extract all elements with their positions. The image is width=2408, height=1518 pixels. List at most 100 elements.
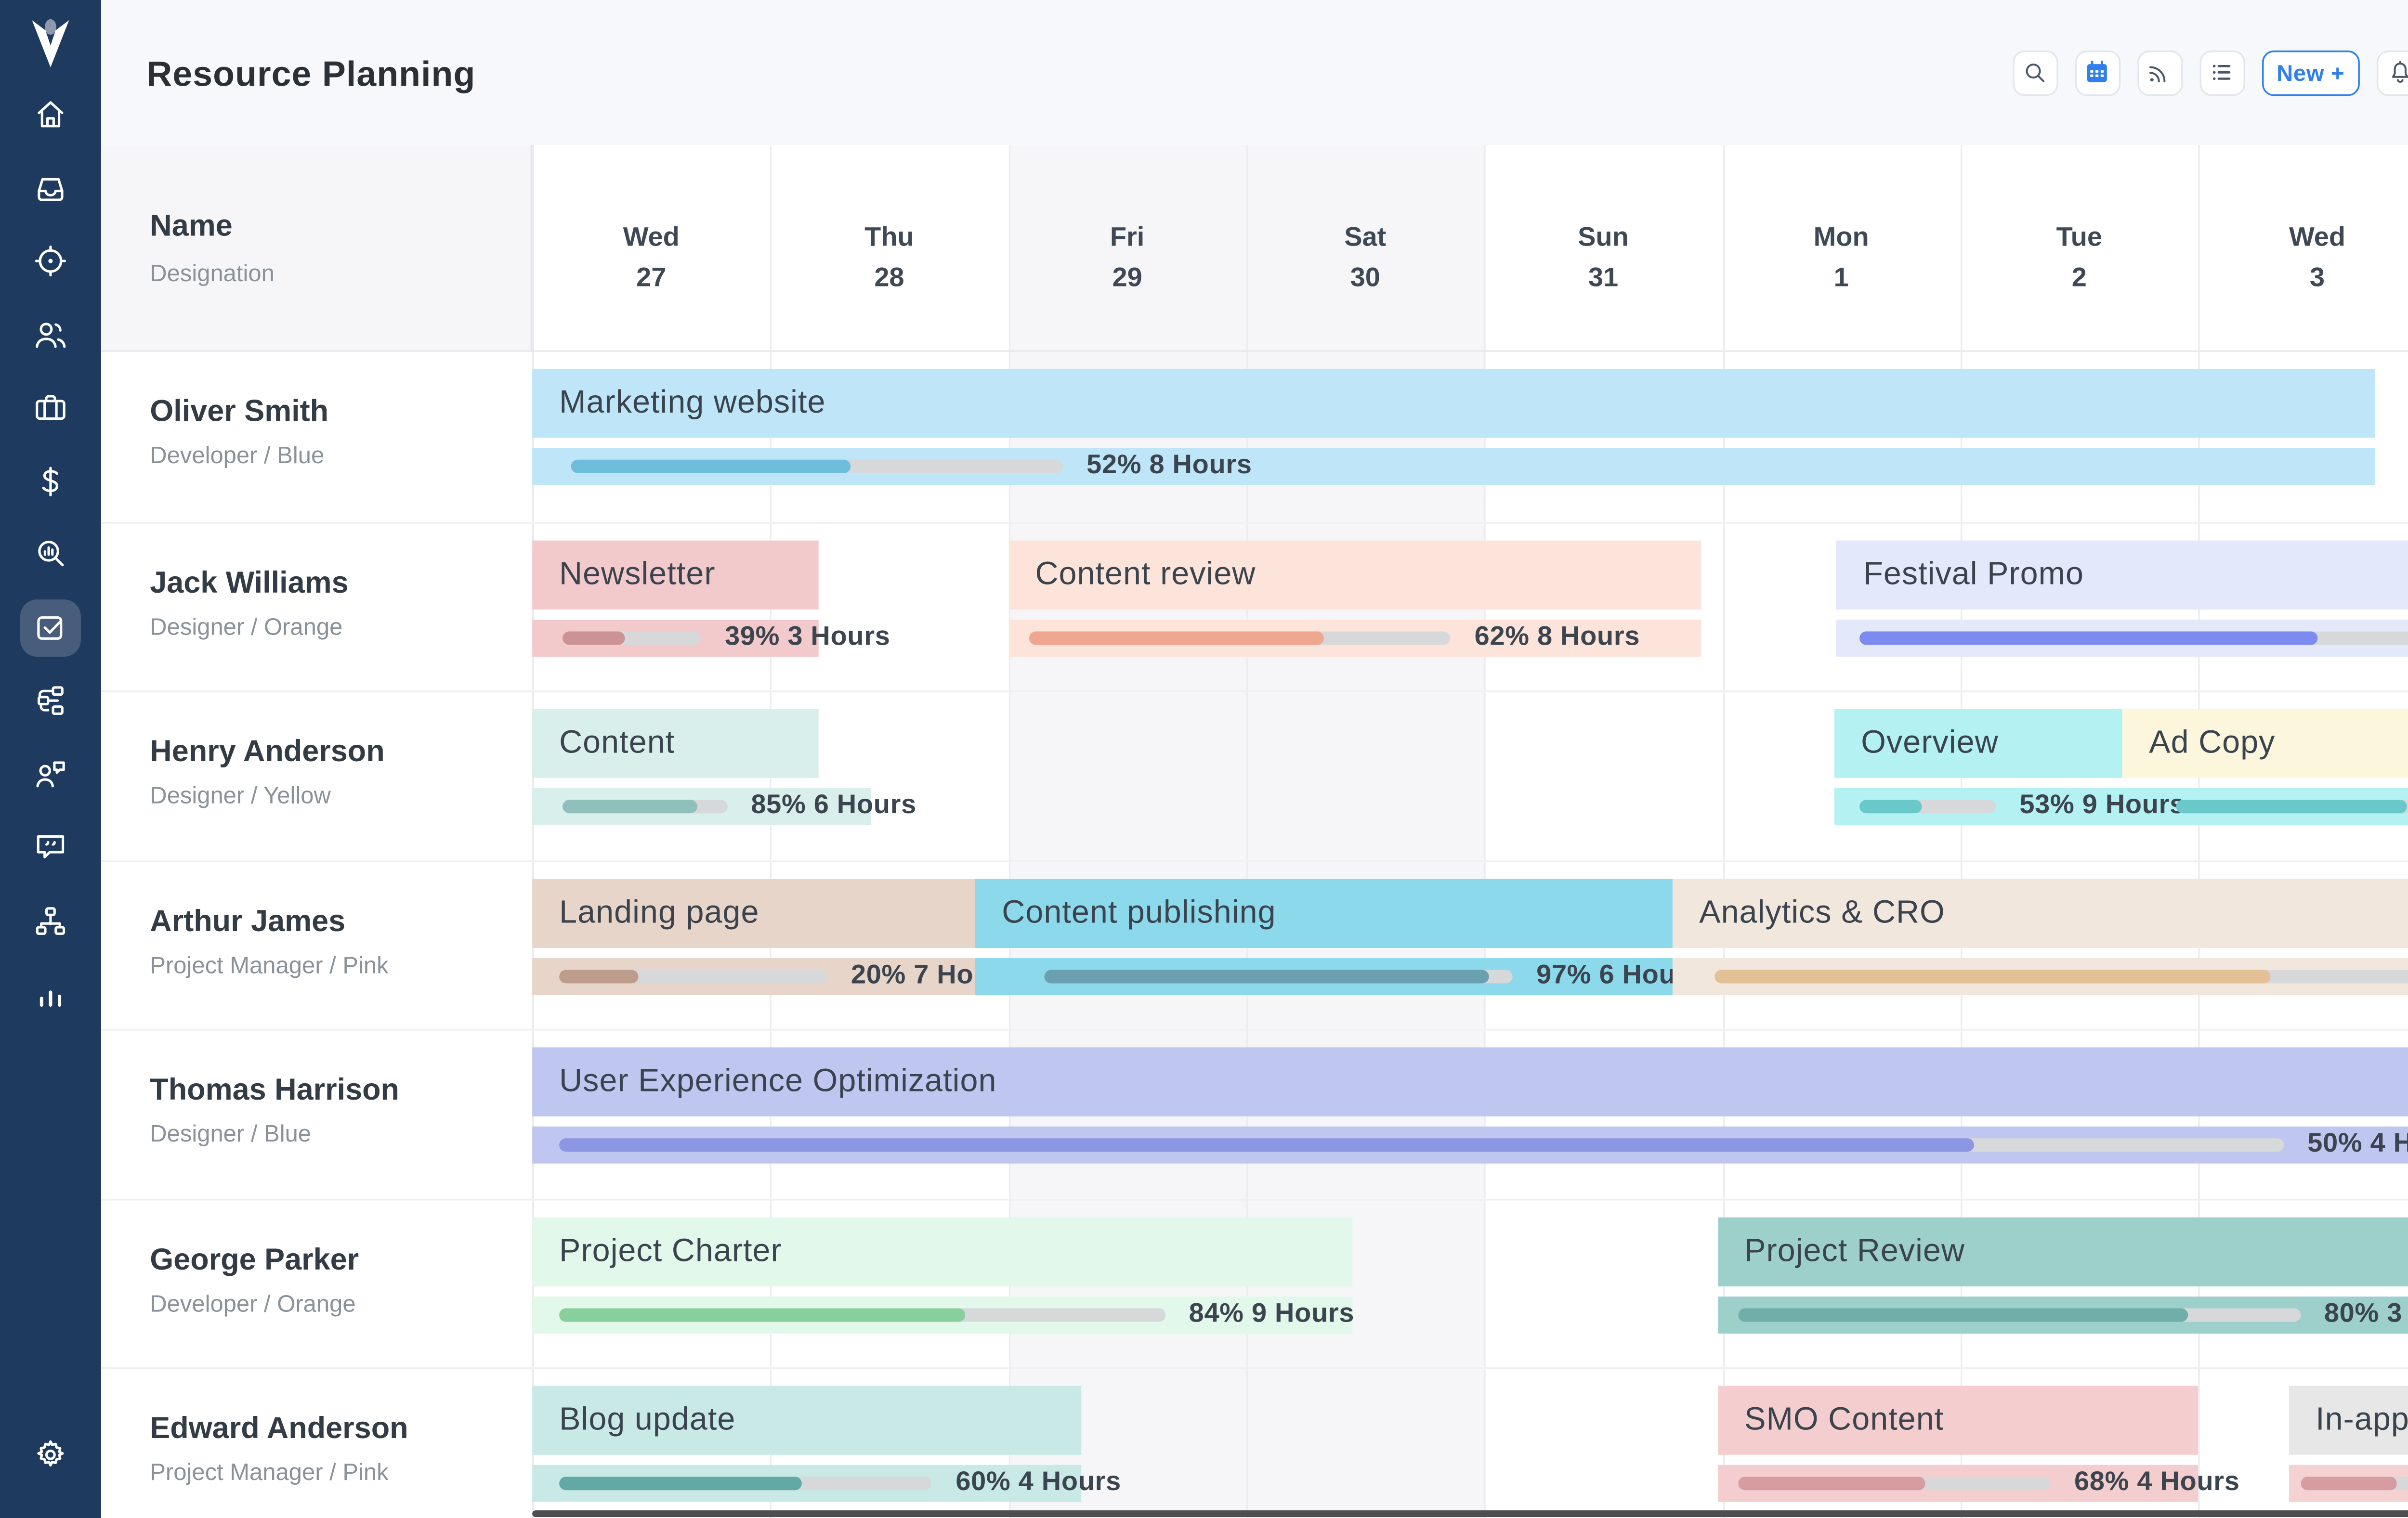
clients-icon xyxy=(32,755,69,792)
progress-track xyxy=(1860,800,1996,814)
gantt-row-edward-anderson: Edward Anderson Project Manager / Pink Blo… xyxy=(101,1367,2408,1518)
inbox-icon xyxy=(32,169,69,206)
task-progress-strip-blog-update[interactable]: 60% 4 Hours xyxy=(532,1465,1121,1502)
sidebar-item-reports[interactable] xyxy=(20,965,81,1022)
progress-track xyxy=(2300,1477,2408,1491)
task-bar-content-publishing[interactable]: Content publishing xyxy=(975,878,1673,947)
task-bar-project-review[interactable]: Project Review xyxy=(1717,1216,2408,1286)
sidebar-item-settings[interactable] xyxy=(20,1426,81,1483)
progress-track xyxy=(558,1138,2284,1152)
task-bar-ad-copy[interactable]: Ad Copy xyxy=(2122,709,2408,778)
task-progress-strip-overview[interactable]: 53% 9 Hours93% 6 Hours xyxy=(1834,788,2408,825)
sidebar-item-team[interactable] xyxy=(20,306,81,363)
task-progress-strip-in-app-messaging[interactable]: 70% 3 Hours xyxy=(2289,1465,2408,1502)
member-name: Oliver Smith xyxy=(150,394,329,428)
progress-track xyxy=(558,1307,1165,1321)
task-bar-user-experience-optimization[interactable]: User Experience Optimization xyxy=(532,1047,2408,1116)
progress-text: 53% 9 Hours xyxy=(2019,791,2185,820)
notifications-button[interactable] xyxy=(2376,50,2408,95)
main-area: Resource Planning New +S Name Designatio… xyxy=(101,0,2408,1518)
day-date: 31 xyxy=(1588,264,1619,293)
day-date: 1 xyxy=(1833,264,1849,293)
day-name: Wed xyxy=(623,224,680,253)
task-bar-landing-page[interactable]: Landing page xyxy=(532,878,975,947)
member-name: Thomas Harrison xyxy=(150,1072,400,1106)
gantt-board: Name Designation Wed 27 Thu 28 Fri 29 Sat 30 Sun… xyxy=(101,144,2408,1518)
calendar-button[interactable] xyxy=(2074,50,2120,95)
progress-fill xyxy=(1739,1307,2188,1321)
progress-track xyxy=(1860,630,2408,644)
progress-track xyxy=(2176,800,2408,814)
day-name: Sat xyxy=(1344,224,1387,253)
progress-fill xyxy=(2300,1477,2398,1491)
sidebar-item-projects[interactable] xyxy=(20,379,81,436)
progress-fill xyxy=(563,630,626,644)
task-progress-strip-analytics-cro[interactable]: 78% 5 Hours xyxy=(1672,957,2408,995)
day-date: 28 xyxy=(874,264,904,293)
progress-fill xyxy=(570,459,851,473)
search-button[interactable] xyxy=(2012,50,2058,95)
task-progress-strip-festival-promo[interactable]: 75% 4 Hours xyxy=(1836,619,2408,656)
column-header-row: Name Designation Wed 27 Thu 28 Fri 29 Sat 30 Sun… xyxy=(101,144,2408,352)
sidebar-item-inbox[interactable] xyxy=(20,159,81,217)
task-progress-strip-content-review[interactable]: 62% 8 Hours xyxy=(1008,619,1701,656)
sidebar-item-clients[interactable] xyxy=(20,745,81,803)
task-bar-in-app-messaging[interactable]: In-app messaging xyxy=(2289,1386,2408,1455)
member-name: Jack Williams xyxy=(150,565,349,599)
task-progress-strip-user-experience-optimization[interactable]: 50% 4 Hours xyxy=(532,1126,2408,1164)
day-header-sat-30: Sat 30 xyxy=(1246,145,1484,350)
task-bar-marketing-website[interactable]: Marketing website xyxy=(532,368,2375,438)
sidebar-item-billing[interactable] xyxy=(20,452,81,509)
task-bar-smo-content[interactable]: SMO Content xyxy=(1717,1386,2199,1455)
sidebar-item-home[interactable] xyxy=(20,86,81,143)
task-progress-strip-content-publishing[interactable]: 97% 6 Hours xyxy=(975,957,1701,995)
new-button[interactable]: New + xyxy=(2261,50,2360,95)
task-progress-strip-smo-content[interactable]: 68% 4 Hours xyxy=(1717,1465,2239,1502)
task-bar-analytics-cro[interactable]: Analytics & CRO xyxy=(1672,878,2408,947)
task-bar-blog-update[interactable]: Blog update xyxy=(532,1386,1082,1455)
home-icon xyxy=(32,96,69,133)
task-progress-strip-project-review[interactable]: 80% 3 Hours xyxy=(1717,1296,2408,1333)
sidebar-item-workflow[interactable] xyxy=(20,672,81,729)
progress-fill xyxy=(1860,800,1922,814)
progress-track xyxy=(1044,969,1513,983)
member-name: Henry Anderson xyxy=(150,734,385,768)
task-progress-strip-newsletter[interactable]: 39% 3 Hours xyxy=(532,619,890,656)
day-name: Tue xyxy=(2056,224,2103,253)
progress-fill xyxy=(563,800,698,814)
member-designation: Project Manager / Pink xyxy=(150,950,389,978)
day-header-fri-29: Fri 29 xyxy=(1008,145,1246,350)
task-bar-project-charter[interactable]: Project Charter xyxy=(532,1216,1354,1286)
sidebar-item-hierarchy[interactable] xyxy=(20,892,81,949)
calendar-icon xyxy=(2084,59,2111,86)
horizontal-scrollbar[interactable] xyxy=(532,1510,2408,1517)
progress-text: 52% 8 Hours xyxy=(1086,451,1252,480)
day-date: 29 xyxy=(1112,264,1142,293)
day-name: Thu xyxy=(864,224,914,253)
progress-track xyxy=(558,969,827,983)
list-button[interactable] xyxy=(2199,50,2245,95)
task-progress-strip-content[interactable]: 85% 6 Hours xyxy=(532,788,916,825)
day-header-thu-28: Thu 28 xyxy=(770,145,1008,350)
task-bar-newsletter[interactable]: Newsletter xyxy=(532,539,818,609)
task-progress-strip-project-charter[interactable]: 84% 9 Hours xyxy=(532,1296,1354,1333)
task-bar-festival-promo[interactable]: Festival Promo xyxy=(1836,539,2408,609)
brand-logo-icon xyxy=(0,13,101,74)
sidebar-item-insights[interactable] xyxy=(20,525,81,583)
grid-line xyxy=(2198,144,2200,1518)
progress-track xyxy=(570,459,1063,473)
progress-text: 50% 4 Hours xyxy=(2307,1129,2408,1159)
sidebar-item-tasks[interactable] xyxy=(20,598,81,656)
task-progress-strip-marketing-website[interactable]: 52% 8 Hours xyxy=(532,448,2375,485)
task-bar-content[interactable]: Content xyxy=(532,709,818,778)
cast-button[interactable] xyxy=(2136,50,2183,95)
task-progress-strip-landing-page[interactable]: 20% 7 Hours xyxy=(532,957,1016,995)
grid-line xyxy=(1484,144,1486,1518)
task-bar-content-review[interactable]: Content review xyxy=(1008,539,1701,609)
progress-text: 80% 3 Hours xyxy=(2324,1299,2408,1328)
task-bar-overview[interactable]: Overview xyxy=(1834,709,2122,778)
sidebar-item-comments[interactable] xyxy=(20,818,81,876)
sidebar-item-target[interactable] xyxy=(20,233,81,290)
tasks-icon xyxy=(32,609,69,646)
